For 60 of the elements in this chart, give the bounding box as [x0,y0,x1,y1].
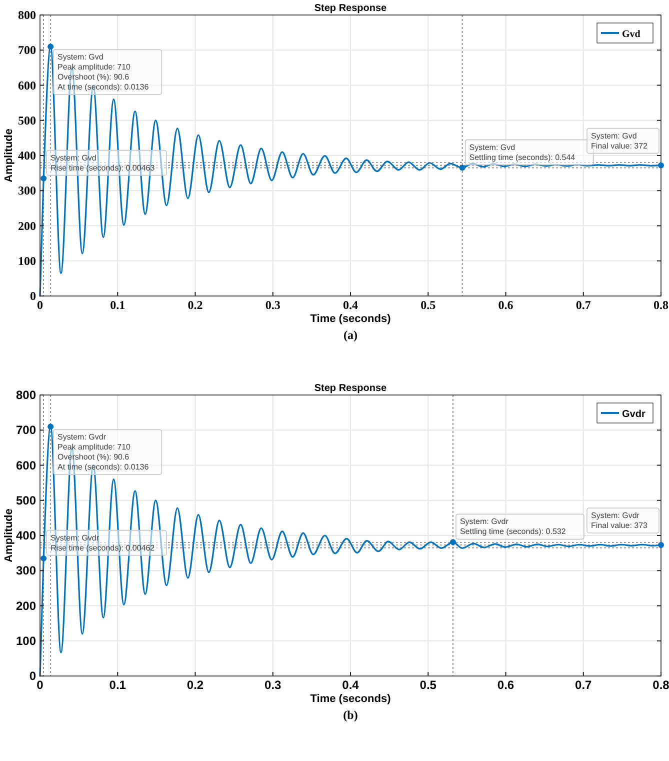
y-tick-label: 200 [18,218,36,233]
y-axis-title: Amplitude [3,508,15,562]
annotation: System: Gvd Peak amplitude: 710 Overshoot (%): 90.6 At time (seconds): 0.0136 [58,52,150,92]
x-tick-label: 0.3 [264,678,282,692]
point [40,555,47,562]
y-tick-label: 0 [30,289,36,303]
annotation: System: Gvdr Settling time (seconds): 0.532 [460,517,566,536]
point [459,164,466,171]
x-tick-label: 0.2 [186,678,204,692]
x-tick-label: 0.7 [575,678,592,692]
y-tick-label: 500 [18,113,36,128]
x-tick-label: 0.4 [343,298,358,312]
y-tick-label: 700 [16,423,36,438]
x-tick-label: 0.1 [110,298,126,312]
x-axis-title: Time (seconds) [310,693,392,705]
y-tick-label: 100 [18,254,36,268]
annotation: System: Gvdr Rise time (seconds): 0.00462 [50,533,156,552]
point [40,175,47,182]
x-tick-label: 0.3 [265,298,280,312]
y-tick-label: 100 [16,634,36,648]
x-tick-label: 0.2 [188,298,203,312]
y-tick-label: 300 [18,184,36,198]
annotation: System: Gvdr Final value: 373 [591,510,648,530]
y-tick-label: 400 [16,528,36,542]
x-tick-label: 0.8 [652,678,669,692]
x-axis-title: Time (seconds) [310,313,392,325]
y-tick-label: 400 [18,148,36,162]
x-tick-label: 0.5 [420,678,437,692]
annotation: System: Gvdr Peak amplitude: 710 Overshoot (%): 90.6 At time (seconds): 0.0136 [58,432,150,472]
point [48,424,54,430]
point [48,44,54,50]
y-tick-label: 0 [29,669,36,683]
x-tick-label: 0.5 [420,298,436,312]
y-tick-label: 700 [18,43,36,58]
y-tick-label: 200 [16,598,36,613]
x-tick-label: 0.6 [498,298,514,312]
x-tick-label: 0.8 [654,298,668,312]
text: (b) [343,708,358,722]
y-tick-label: 300 [16,564,36,578]
annotation: System: Gvd Rise time (seconds): 0.00463 [50,153,156,172]
x-tick-label: 0.1 [109,678,126,692]
legend-label: Gvdr [622,409,646,420]
chart-title: Step Response [314,383,388,394]
y-tick-label: 800 [18,8,36,22]
point [658,542,664,548]
text: (a) [344,328,358,342]
y-axis-title: Amplitude [3,128,15,182]
x-tick-label: 0.4 [342,678,360,692]
y-tick-label: 500 [16,493,36,508]
annotation: System: Gvd Settling time (seconds): 0.544 [469,142,576,162]
x-tick-label: 0.6 [497,678,514,692]
x-tick-label: 0.7 [576,298,591,312]
point [450,539,456,546]
point [658,162,664,168]
y-tick-label: 800 [16,388,36,402]
chart-title: Step Response [314,3,388,14]
legend-label: Gvd [622,29,641,40]
y-tick-label: 600 [18,78,36,92]
y-tick-label: 600 [16,458,36,472]
annotation: System: Gvd Final value: 372 [591,131,648,150]
